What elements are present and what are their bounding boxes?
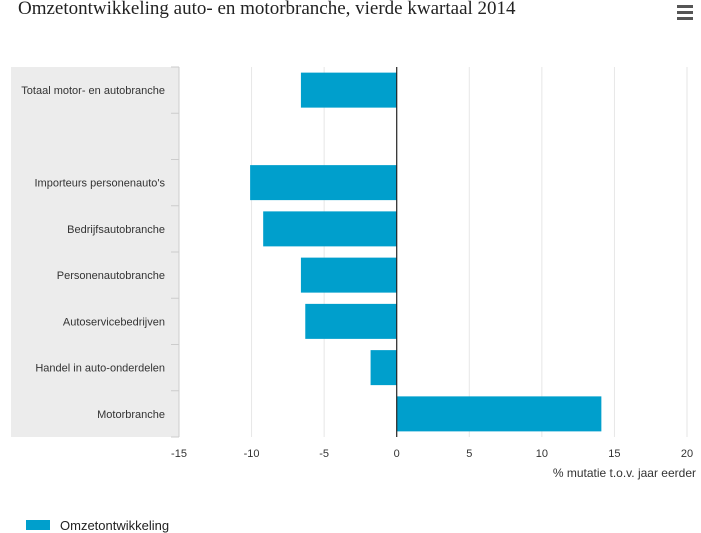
legend[interactable]: Omzetontwikkeling (26, 517, 169, 533)
bar[interactable] (396, 396, 602, 432)
category-label: Personenautobranche (57, 270, 165, 282)
x-tick-label: 15 (608, 448, 620, 460)
x-tick-label: 0 (394, 448, 400, 460)
hamburger-menu-icon[interactable] (674, 2, 696, 22)
x-tick-label: -5 (319, 448, 329, 460)
category-label: Importeurs personenauto's (34, 178, 165, 190)
legend-swatch (26, 520, 50, 530)
x-tick-label: 20 (681, 448, 693, 460)
bar[interactable] (300, 72, 397, 108)
x-tick-label: -10 (244, 448, 260, 460)
legend-label: Omzetontwikkeling (60, 517, 170, 533)
bar[interactable] (305, 303, 397, 339)
chart-title: Omzetontwikkeling auto- en motorbranche,… (18, 0, 516, 19)
category-label-band (11, 67, 179, 437)
x-tick-label: 5 (466, 448, 472, 460)
x-tick-label: 10 (536, 448, 548, 460)
x-tick-label: -15 (171, 448, 187, 460)
bar[interactable] (263, 211, 397, 247)
category-label: Motorbranche (97, 409, 165, 421)
x-axis-title: % mutatie t.o.v. jaar eerder (553, 466, 696, 480)
category-label: Handel in auto-onderdelen (35, 363, 165, 375)
category-label: Totaal motor- en autobranche (21, 85, 165, 97)
bar[interactable] (250, 165, 397, 201)
bar[interactable] (300, 257, 397, 293)
category-label: Autoservicebedrijven (63, 316, 165, 328)
bar[interactable] (370, 350, 397, 386)
category-label: Bedrijfsautobranche (67, 224, 165, 236)
